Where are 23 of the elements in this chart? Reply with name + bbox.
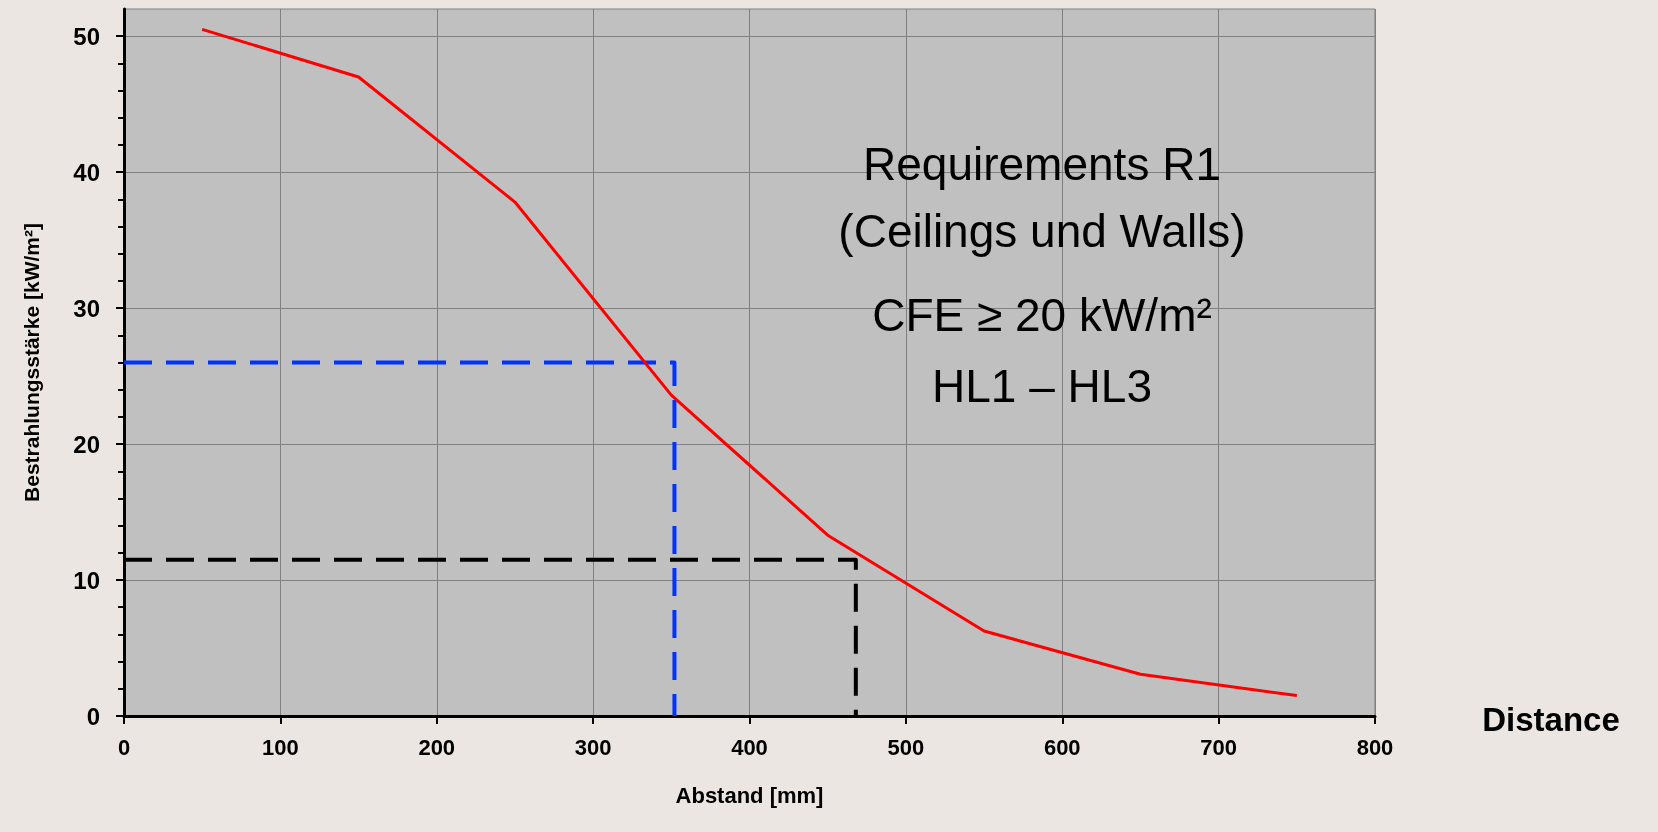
y-tick-label: 0 xyxy=(86,702,100,730)
y-tick-label: 20 xyxy=(73,430,100,458)
x-tick-label: 200 xyxy=(418,734,456,760)
y-tick-label: 30 xyxy=(73,294,100,322)
x-axis-title: Abstand [mm] xyxy=(675,782,824,808)
x-tick-label: 400 xyxy=(731,734,768,760)
annotation: HL1 – HL3 xyxy=(932,360,1152,412)
annotation: CFE ≥ 20 kW/m² xyxy=(872,289,1212,341)
text: Distance xyxy=(1482,700,1620,738)
x-tick-label: 800 xyxy=(1356,734,1394,760)
x-tick-label: 600 xyxy=(1043,734,1081,760)
x-tick-label: 700 xyxy=(1200,734,1237,760)
y-tick-label: 50 xyxy=(73,22,100,50)
x-tick-label: 500 xyxy=(887,734,925,760)
y-tick-label: 10 xyxy=(73,566,100,594)
annotation: Requirements R1 xyxy=(863,138,1221,190)
line-series xyxy=(200,27,1299,698)
x-tick-label: 0 xyxy=(117,734,131,760)
x-tick-label: 100 xyxy=(262,734,299,760)
y-tick-label: 40 xyxy=(73,158,100,186)
annotation: (Ceilings und Walls) xyxy=(838,205,1246,257)
x-tick-label: 300 xyxy=(574,734,612,760)
y-axis-title: Bestrahlungsstärke [kW/m²] xyxy=(20,223,43,502)
